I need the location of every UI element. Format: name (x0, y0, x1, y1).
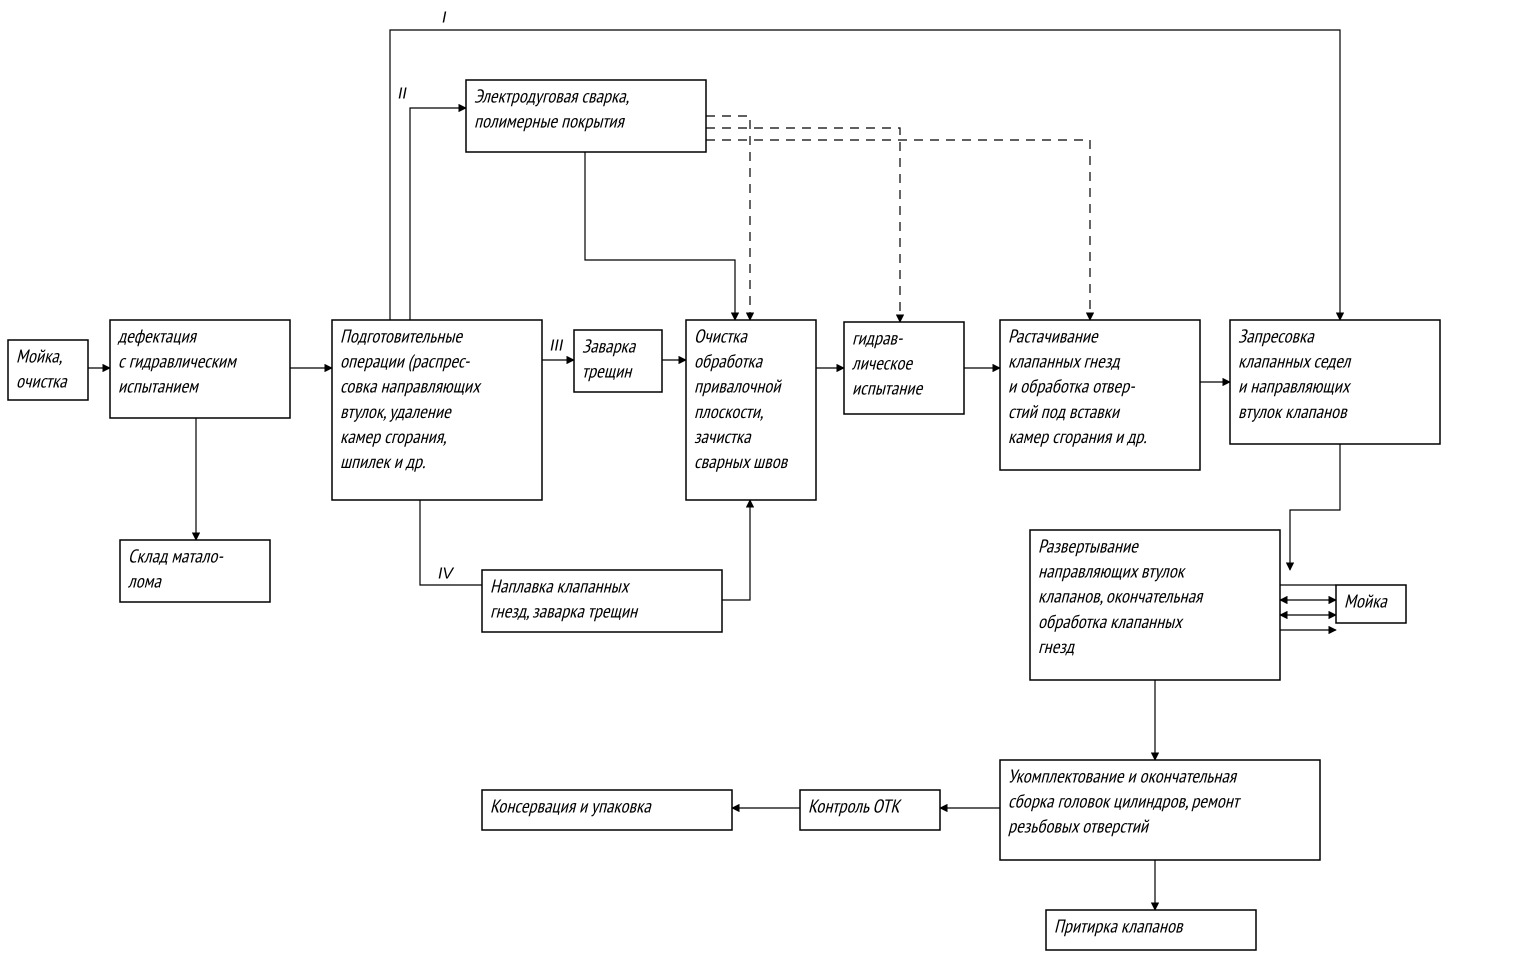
node-text: Мойка, (16, 344, 62, 368)
node-text: полимерные покрытия (474, 110, 625, 134)
node-text: Мойка (1344, 589, 1388, 613)
node-text: клапанных седел (1238, 350, 1352, 374)
node-text: Электродуговая сварка, (474, 84, 629, 108)
node-text: шпилек и др. (340, 450, 425, 474)
node-text: обработка (694, 350, 764, 374)
node-text: Консервация и упаковка (490, 794, 652, 818)
node-text: гнезд, заварка трещин (490, 600, 639, 624)
node-text: привалочной (694, 375, 782, 399)
node-text: втулок клапанов (1238, 400, 1348, 424)
node-text: втулок, удаление (340, 400, 452, 424)
flowchart-canvas: Мойка,очисткадефектацияс гидравлическими… (0, 0, 1534, 957)
node-text: с гидравлическим (118, 350, 237, 374)
path-label: II (398, 85, 407, 102)
node-text: резьбовых отверстий (1008, 815, 1150, 839)
node-n11: Мойка (1336, 585, 1406, 623)
node-text: стий под вставки (1008, 400, 1121, 424)
node-text: гидрав- (852, 326, 904, 350)
node-n7: гидрав-лическоеиспытание (844, 322, 964, 414)
node-n6: Очисткаобработкапривалочнойплоскости,зач… (686, 320, 816, 500)
edge-dashed (706, 140, 1090, 320)
node-text: сварных швов (694, 450, 789, 474)
node-text: сборка головок цилиндров, ремонт (1008, 790, 1242, 814)
node-n4: Электродуговая сварка,полимерные покрыти… (466, 80, 706, 152)
node-n16: Склад матало-лома (120, 540, 270, 602)
node-text: совка направляющих (340, 375, 482, 399)
edge (585, 152, 735, 320)
node-text: Растачивание (1008, 324, 1099, 348)
node-n12: Укомплектование и окончательнаясборка го… (1000, 760, 1320, 860)
node-text: обработка клапанных (1038, 610, 1184, 634)
node-text: направляющих втулок (1038, 560, 1187, 584)
node-text: операции (распрес- (340, 350, 471, 374)
path-label: I (442, 9, 447, 26)
node-text: Подготовительные (340, 324, 463, 348)
edge (390, 30, 1340, 320)
node-text: Склад матало- (128, 544, 224, 568)
node-n17: Наплавка клапанныхгнезд, заварка трещин (482, 570, 722, 632)
edge (722, 500, 750, 600)
node-text: лома (127, 570, 162, 594)
node-text: плоскости, (694, 400, 763, 424)
node-text: камер сгорания, (340, 425, 446, 449)
node-n3: Подготовительныеоперации (распрес-совка … (332, 320, 542, 500)
node-text: зачистка (694, 425, 752, 449)
node-text: трещин (582, 360, 633, 384)
path-label: III (550, 337, 564, 354)
edge (1290, 444, 1340, 570)
edge-dashed (706, 116, 750, 320)
node-text: очистка (16, 370, 68, 394)
node-text: Развертывание (1038, 534, 1139, 558)
node-text: и направляющих (1238, 375, 1352, 399)
node-text: испытанием (118, 375, 199, 399)
node-text: Контроль ОТК (808, 794, 902, 818)
node-text: и обработка отвер- (1008, 375, 1136, 399)
node-text: клапанов, окончательная (1038, 585, 1204, 609)
node-n1: Мойка,очистка (8, 340, 88, 400)
node-text: дефектация (117, 324, 198, 348)
node-n5: Заваркатрещин (574, 330, 662, 392)
node-text: Запресовка (1238, 324, 1315, 348)
edge (410, 108, 466, 320)
node-text: Притирка клапанов (1054, 914, 1184, 938)
node-text: клапанных гнезд (1008, 350, 1121, 374)
node-text: лическое (851, 352, 913, 376)
node-text: испытание (852, 377, 923, 401)
node-n15: Притирка клапанов (1046, 910, 1256, 950)
node-n2: дефектацияс гидравлическимиспытанием (110, 320, 290, 418)
node-text: гнезд (1038, 635, 1076, 659)
node-text: Наплавка клапанных (490, 574, 631, 598)
path-label: IV (438, 565, 454, 582)
node-text: Укомплектование и окончательная (1008, 764, 1238, 788)
node-n9: Запресовкаклапанных седели направляющихв… (1230, 320, 1440, 444)
node-n13: Контроль ОТК (800, 790, 940, 830)
node-n14: Консервация и упаковка (482, 790, 732, 830)
node-text: Заварка (582, 334, 637, 358)
node-n10: Развертываниенаправляющих втулокклапанов… (1030, 530, 1280, 680)
node-text: Очистка (694, 324, 748, 348)
node-text: камер сгорания и др. (1008, 425, 1147, 449)
node-n8: Растачиваниеклапанных гнезди обработка о… (1000, 320, 1200, 470)
